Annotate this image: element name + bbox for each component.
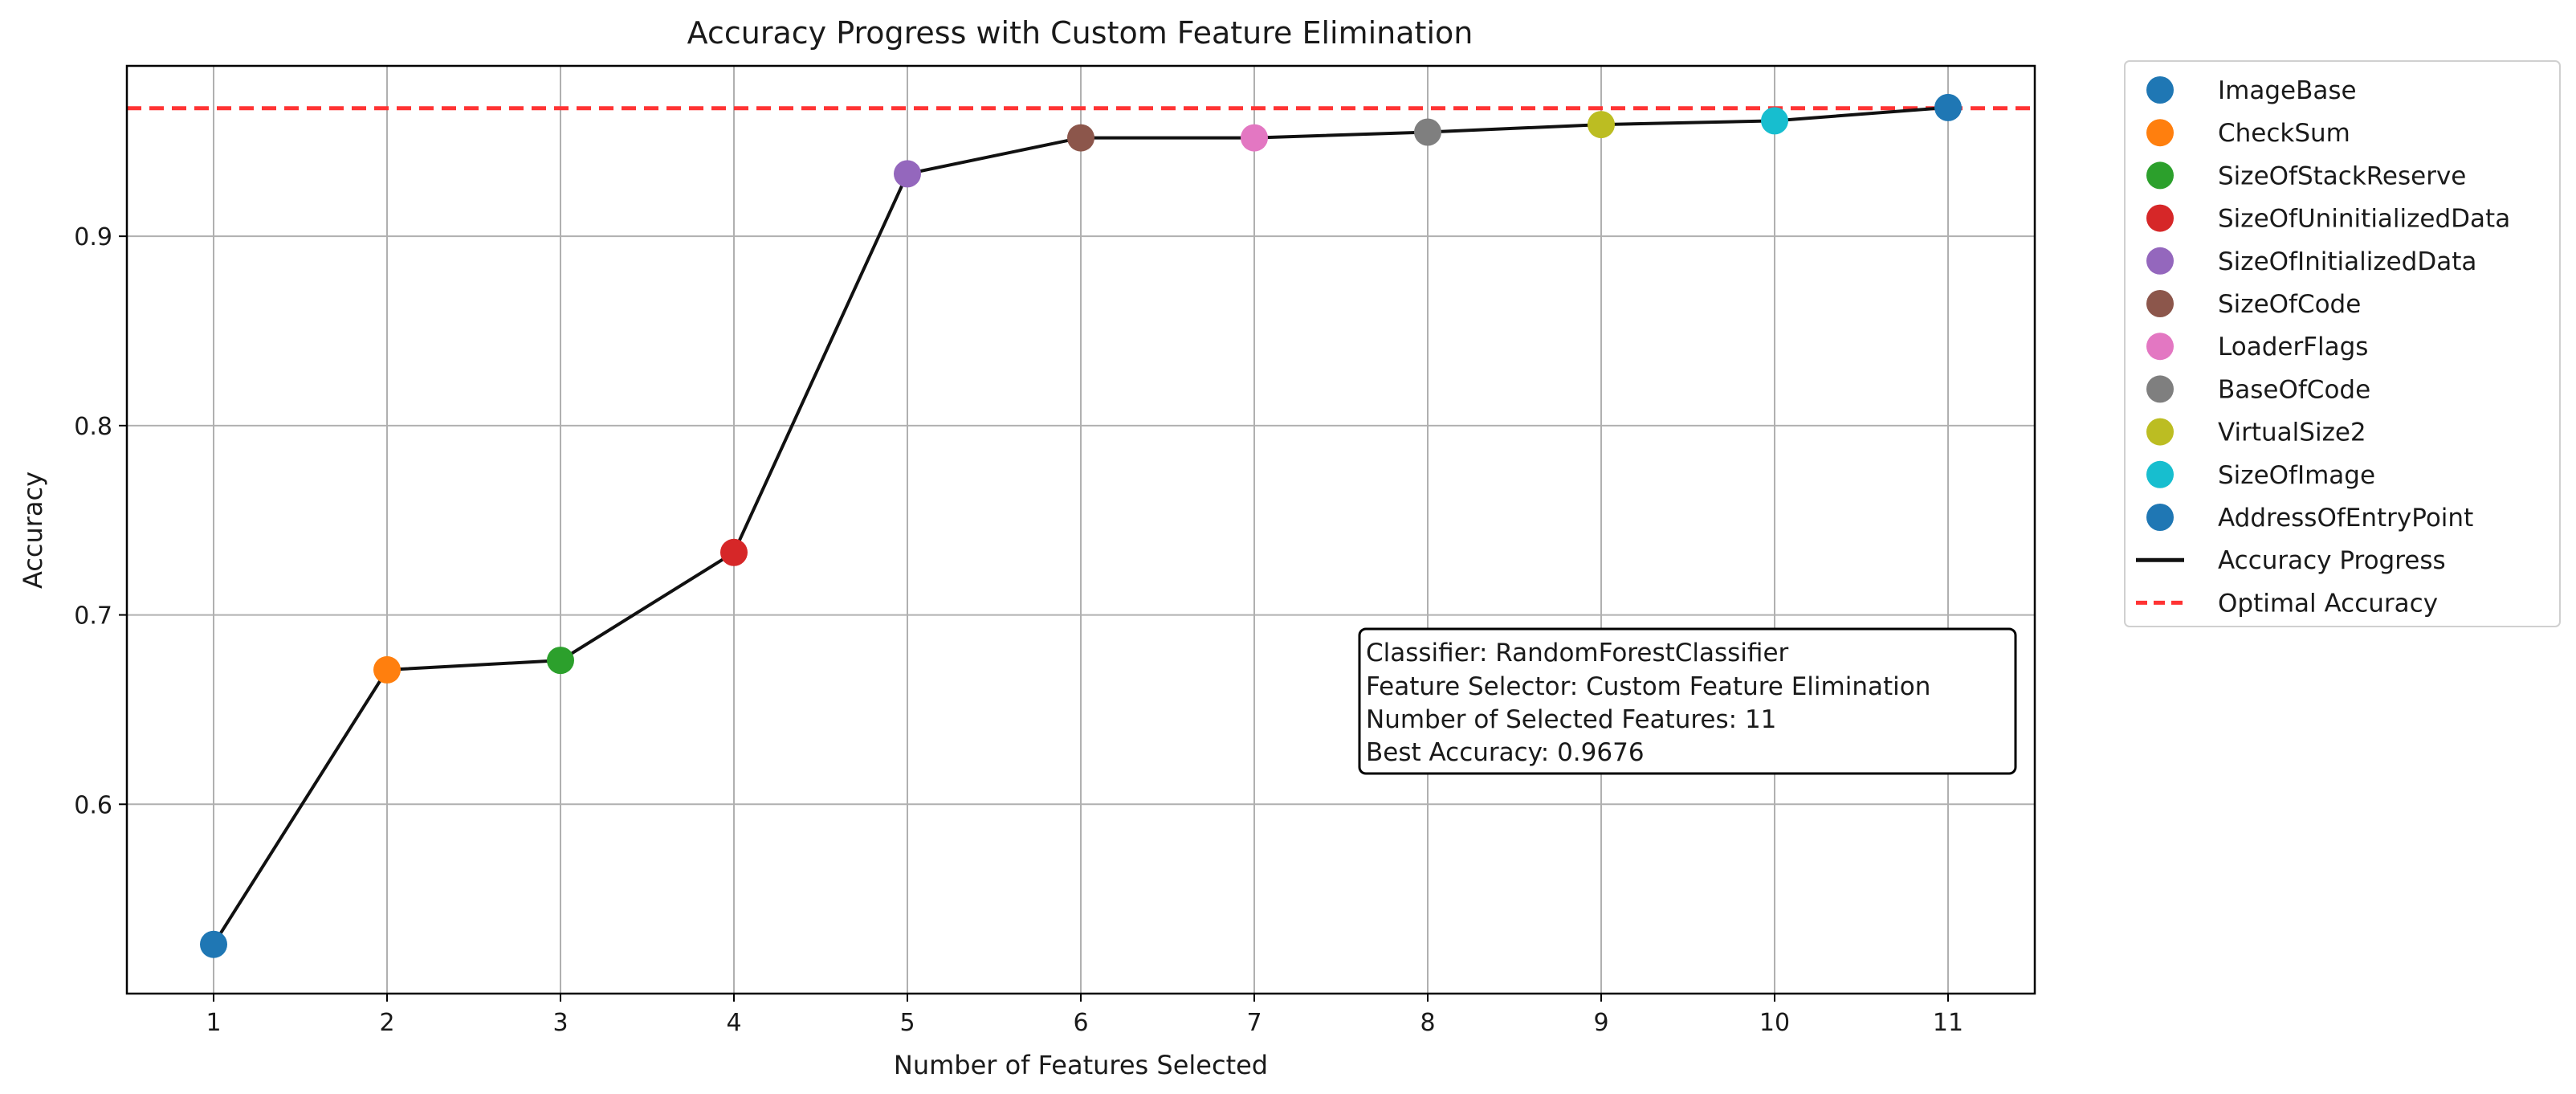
info-annotation: Classifier: RandomForestClassifier Featu…	[1358, 627, 2017, 775]
annotation-best-accuracy: Best Accuracy: 0.9676	[1366, 738, 1645, 767]
x-tick-label: 7	[1246, 1009, 1262, 1037]
x-axis-label: Number of Features Selected	[894, 1050, 1268, 1080]
legend-label: SizeOfStackReserve	[2218, 161, 2466, 190]
legend-marker	[2146, 161, 2174, 190]
x-tick-label: 9	[1593, 1009, 1608, 1037]
legend-marker	[2146, 460, 2174, 488]
legend-label: SizeOfInitializedData	[2218, 247, 2476, 276]
x-tick-label: 10	[1759, 1009, 1790, 1037]
x-tick-label: 4	[726, 1009, 741, 1037]
legend-marker	[2146, 290, 2174, 317]
legend-label: Accuracy Progress	[2218, 546, 2446, 575]
legend-label: SizeOfImage	[2218, 461, 2375, 490]
legend-label: Optimal Accuracy	[2218, 589, 2438, 618]
annotation-classifier: Classifier: RandomForestClassifier	[1366, 639, 1789, 667]
legend-label: BaseOfCode	[2218, 375, 2370, 404]
x-tick-label: 3	[552, 1009, 568, 1037]
legend-marker	[2146, 204, 2174, 232]
legend-label: LoaderFlags	[2218, 333, 2368, 361]
legend-marker	[2146, 76, 2174, 104]
point-loaderflags	[1241, 124, 1268, 152]
chart-title: Accuracy Progress with Custom Feature El…	[687, 15, 1473, 51]
legend-marker	[2146, 119, 2174, 147]
y-axis-ticks: 0.6 0.7 0.8 0.9	[74, 223, 127, 819]
grid-lines	[127, 66, 2035, 994]
legend-box	[2124, 60, 2561, 627]
legend-marker	[2146, 418, 2174, 446]
legend: ImageBase CheckSum SizeOfStackReserve SizeO…	[2124, 60, 2561, 627]
y-tick-label: 0.8	[74, 413, 112, 441]
legend-marker	[2146, 375, 2174, 403]
x-tick-label: 8	[1420, 1009, 1435, 1037]
y-axis-label: Accuracy	[18, 471, 48, 589]
y-tick-label: 0.7	[74, 602, 112, 631]
point-virtualsize2	[1588, 111, 1615, 139]
point-baseofcode	[1414, 118, 1441, 146]
y-tick-label: 0.9	[74, 223, 112, 251]
x-tick-label: 11	[1933, 1009, 1963, 1037]
legend-marker	[2146, 247, 2174, 275]
plot-area: 1 2 3 4 5 6 7 8 9 10 11 0.6 0.7 0.8 0.9	[74, 64, 2036, 1037]
point-sizeofuninitializeddata	[720, 538, 748, 566]
x-tick-label: 2	[379, 1009, 394, 1037]
annotation-count: Number of Selected Features: 11	[1366, 705, 1776, 734]
point-checksum	[373, 655, 401, 684]
legend-label: AddressOfEntryPoint	[2218, 504, 2473, 533]
x-tick-label: 5	[899, 1009, 915, 1037]
legend-label: VirtualSize2	[2218, 418, 2366, 447]
legend-marker	[2146, 333, 2174, 361]
data-points	[200, 93, 1962, 958]
x-axis-ticks: 1 2 3 4 5 6 7 8 9 10 11	[206, 994, 1963, 1037]
point-sizeofcode	[1067, 124, 1094, 152]
legend-label: SizeOfUninitializedData	[2218, 205, 2510, 234]
point-sizeofinitializeddata	[894, 160, 921, 188]
x-tick-label: 6	[1073, 1009, 1088, 1037]
point-sizeofstackreserve	[547, 647, 574, 675]
point-addressofentrypoint	[1934, 93, 1962, 121]
y-tick-label: 0.6	[74, 791, 112, 819]
legend-label: SizeOfCode	[2218, 290, 2361, 319]
x-tick-label: 1	[206, 1009, 221, 1037]
annotation-box	[1358, 627, 2017, 775]
legend-label: ImageBase	[2218, 76, 2357, 105]
legend-entries: ImageBase CheckSum SizeOfStackReserve SizeO…	[2136, 76, 2510, 618]
annotation-selector: Feature Selector: Custom Feature Elimina…	[1366, 672, 1930, 701]
point-sizeofimage	[1761, 107, 1788, 135]
legend-label: CheckSum	[2218, 119, 2350, 148]
point-imagebase	[200, 930, 227, 958]
legend-marker	[2146, 504, 2174, 531]
